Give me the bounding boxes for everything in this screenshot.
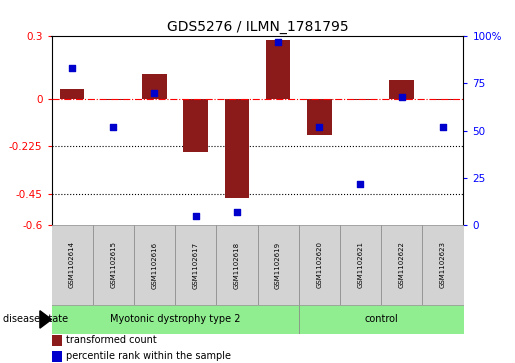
Point — [233, 209, 241, 215]
Bar — [101, 99, 126, 100]
Point — [68, 65, 76, 71]
Point — [356, 181, 365, 187]
Bar — [52, 305, 299, 334]
Text: control: control — [364, 314, 398, 325]
Bar — [142, 74, 167, 99]
Text: GSM1102614: GSM1102614 — [69, 241, 75, 289]
Bar — [134, 225, 175, 305]
Bar — [389, 80, 414, 99]
Text: Myotonic dystrophy type 2: Myotonic dystrophy type 2 — [110, 314, 241, 325]
Bar — [52, 335, 62, 346]
Bar — [175, 225, 216, 305]
Text: GSM1102615: GSM1102615 — [110, 241, 116, 289]
Bar — [348, 99, 373, 100]
Bar — [258, 225, 299, 305]
Text: GSM1102616: GSM1102616 — [151, 241, 158, 289]
Bar — [299, 225, 340, 305]
Bar — [225, 99, 249, 198]
Point — [315, 124, 323, 130]
Bar — [93, 225, 134, 305]
Point — [192, 213, 200, 219]
Point — [109, 124, 117, 130]
Bar — [60, 89, 84, 99]
Bar — [183, 99, 208, 152]
Text: GSM1102617: GSM1102617 — [193, 241, 199, 289]
Bar — [52, 351, 62, 362]
Bar — [422, 225, 464, 305]
Polygon shape — [40, 311, 52, 328]
Text: GSM1102620: GSM1102620 — [316, 241, 322, 289]
Text: GSM1102623: GSM1102623 — [440, 241, 446, 289]
Bar — [340, 225, 381, 305]
Bar — [431, 99, 455, 100]
Bar — [307, 99, 332, 135]
Bar — [216, 225, 258, 305]
Point — [150, 90, 159, 96]
Text: GSM1102621: GSM1102621 — [357, 241, 364, 289]
Bar — [381, 225, 422, 305]
Bar — [266, 41, 290, 99]
Bar — [299, 305, 464, 334]
Text: GSM1102619: GSM1102619 — [275, 241, 281, 289]
Text: disease state: disease state — [3, 314, 67, 325]
Bar — [52, 225, 93, 305]
Point — [439, 124, 447, 130]
Point — [274, 39, 282, 45]
Text: GSM1102622: GSM1102622 — [399, 241, 405, 289]
Point — [398, 94, 406, 99]
Text: GSM1102618: GSM1102618 — [234, 241, 240, 289]
Text: transformed count: transformed count — [66, 335, 157, 345]
Text: percentile rank within the sample: percentile rank within the sample — [66, 351, 231, 361]
Title: GDS5276 / ILMN_1781795: GDS5276 / ILMN_1781795 — [167, 20, 348, 34]
